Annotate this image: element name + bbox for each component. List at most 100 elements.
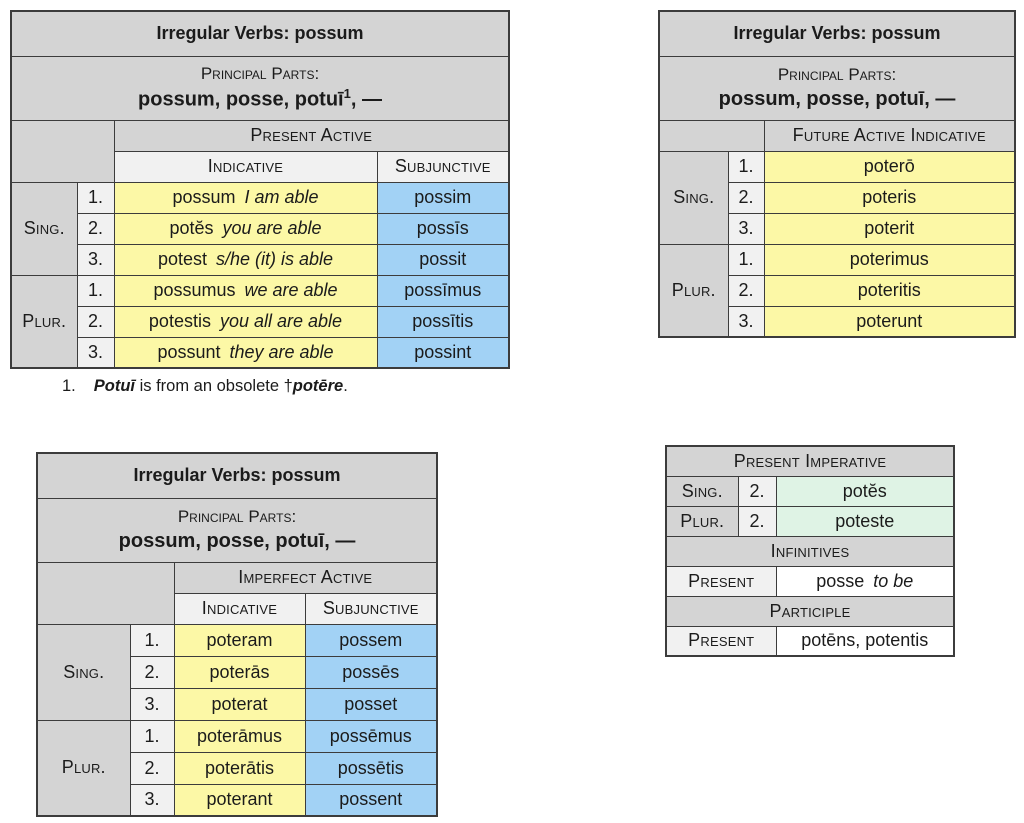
- empty-corner-cell: [10, 119, 115, 183]
- section-header-present-imperative: Present Imperative: [665, 445, 955, 477]
- tense-label-present: Present: [665, 565, 777, 597]
- future-form-cell: poterimus: [763, 243, 1016, 276]
- person-number: 3.: [76, 336, 115, 369]
- empty-corner-cell: [658, 119, 765, 152]
- subjunctive-form-cell: possīmus: [376, 274, 510, 307]
- person-number: 3.: [129, 783, 175, 817]
- indicative-form-cell: possum I am able: [113, 181, 378, 214]
- future-form-cell: poteris: [763, 181, 1016, 214]
- person-number: 2.: [129, 655, 175, 689]
- subjunctive-form-cell: possent: [304, 783, 438, 817]
- tense-label-present: Present: [665, 625, 777, 657]
- person-number: 2.: [727, 274, 765, 307]
- principal-parts-label: Principal Parts:: [777, 65, 897, 84]
- imperative-infinitives-participle-table: Present Imperative Sing. 2. potĕs Plur. …: [665, 445, 956, 657]
- person-number: 1.: [727, 150, 765, 183]
- person-number: 3.: [727, 212, 765, 245]
- subjunctive-form-cell: posset: [304, 687, 438, 721]
- principal-parts-label: Principal Parts:: [200, 64, 320, 84]
- indicative-form-cell: potĕs you are able: [113, 212, 378, 245]
- person-number: 3.: [727, 305, 765, 338]
- imperative-form-cell: potĕs: [775, 475, 955, 507]
- group-label-plural: Plur.: [665, 505, 739, 537]
- table-title: Irregular Verbs: possum: [658, 10, 1016, 57]
- empty-corner-cell: [36, 561, 175, 625]
- section-header-imperfect-active: Imperfect Active: [173, 561, 438, 594]
- subjunctive-form-cell: possit: [376, 243, 510, 276]
- future-form-cell: poterunt: [763, 305, 1016, 338]
- english-gloss: to be: [873, 570, 914, 591]
- group-label-plural: Plur.: [658, 243, 729, 338]
- footnote-text: Potuī is from an obsolete †potēre.: [93, 377, 348, 395]
- footnote-ref: 1: [343, 86, 351, 102]
- column-header-indicative: Indicative: [113, 150, 378, 183]
- english-gloss: I am able: [244, 187, 319, 207]
- person-number: 2.: [76, 305, 115, 338]
- group-label-singular: Sing.: [10, 181, 78, 276]
- person-number: 3.: [129, 687, 175, 721]
- indicative-form-cell: potest s/he (it) is able: [113, 243, 378, 276]
- principal-parts-cell: Principal Parts: possum, posse, potuī1, …: [10, 55, 510, 121]
- person-number: 2.: [129, 751, 175, 785]
- subjunctive-form-cell: possīs: [376, 212, 510, 245]
- indicative-form-cell: possumus we are able: [113, 274, 378, 307]
- person-number: 1.: [129, 719, 175, 753]
- table-title: Irregular Verbs: possum: [36, 452, 438, 499]
- indicative-form-cell: poterat: [173, 687, 306, 721]
- table-title: Irregular Verbs: possum: [10, 10, 510, 57]
- infinitive-form-cell: posse to be: [775, 565, 955, 597]
- indicative-form-cell: possunt they are able: [113, 336, 378, 369]
- imperative-form-cell: poteste: [775, 505, 955, 537]
- section-header-future-active-indicative: Future Active Indicative: [763, 119, 1016, 152]
- indicative-form-cell: poterās: [173, 655, 306, 689]
- english-gloss: s/he (it) is able: [216, 249, 334, 269]
- footnote-number: 1.: [62, 377, 76, 395]
- column-header-subjunctive: Subjunctive: [376, 150, 510, 183]
- subjunctive-form-cell: possēs: [304, 655, 438, 689]
- indicative-form-cell: poterātis: [173, 751, 306, 785]
- group-label-plural: Plur.: [36, 719, 131, 817]
- indicative-form-cell: poterant: [173, 783, 306, 817]
- footnote: 1. Potuī is from an obsolete †potēre.: [62, 377, 348, 396]
- column-header-subjunctive: Subjunctive: [304, 592, 438, 625]
- principal-parts-value: possum, posse, potuī1, —: [138, 86, 382, 111]
- subjunctive-form-cell: possem: [304, 623, 438, 657]
- person-number: 1.: [76, 181, 115, 214]
- person-number: 3.: [76, 243, 115, 276]
- person-number: 2.: [737, 475, 777, 507]
- subjunctive-form-cell: possim: [376, 181, 510, 214]
- indicative-form-cell: potestis you all are able: [113, 305, 378, 338]
- person-number: 1.: [727, 243, 765, 276]
- english-gloss: we are able: [244, 280, 338, 300]
- subjunctive-form-cell: possēmus: [304, 719, 438, 753]
- person-number: 1.: [129, 623, 175, 657]
- person-number: 2.: [737, 505, 777, 537]
- participle-form-cell: potēns, potentis: [775, 625, 955, 657]
- future-active-indicative-table: Irregular Verbs: possum Principal Parts:…: [658, 10, 1016, 338]
- subjunctive-form-cell: possētis: [304, 751, 438, 785]
- principal-parts-value: possum, posse, potuī, —: [118, 530, 356, 552]
- group-label-singular: Sing.: [36, 623, 131, 721]
- group-label-plural: Plur.: [10, 274, 78, 369]
- person-number: 2.: [76, 212, 115, 245]
- principal-parts-value: possum, posse, potuī, —: [718, 88, 956, 110]
- principal-parts-cell: Principal Parts: possum, posse, potuī, —: [36, 497, 438, 563]
- group-label-singular: Sing.: [658, 150, 729, 245]
- column-header-indicative: Indicative: [173, 592, 306, 625]
- section-header-present-active: Present Active: [113, 119, 510, 152]
- subjunctive-form-cell: possītis: [376, 305, 510, 338]
- imperfect-active-table: Irregular Verbs: possum Principal Parts:…: [36, 452, 439, 817]
- group-label-singular: Sing.: [665, 475, 739, 507]
- indicative-form-cell: poteram: [173, 623, 306, 657]
- indicative-form-cell: poterāmus: [173, 719, 306, 753]
- english-gloss: you are able: [222, 218, 322, 238]
- section-header-participle: Participle: [665, 595, 955, 627]
- principal-parts-cell: Principal Parts: possum, posse, potuī, —: [658, 55, 1016, 121]
- present-active-table: Irregular Verbs: possum Principal Parts:…: [10, 10, 511, 369]
- future-form-cell: poterit: [763, 212, 1016, 245]
- english-gloss: they are able: [229, 341, 334, 362]
- english-gloss: you all are able: [219, 311, 343, 331]
- principal-parts-label: Principal Parts:: [177, 507, 297, 526]
- person-number: 1.: [76, 274, 115, 307]
